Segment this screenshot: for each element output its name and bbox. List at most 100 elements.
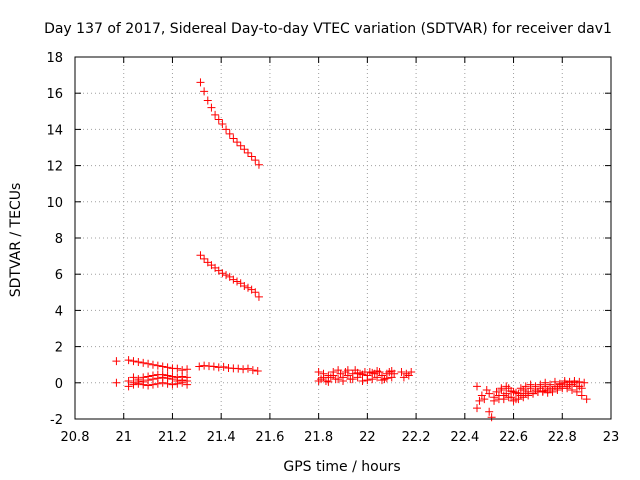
x-tick-label: 22 [359,430,376,445]
data-point [173,379,182,388]
data-point [485,389,494,398]
data-point [239,365,248,374]
data-point [546,380,555,389]
data-point [183,380,192,389]
data-point [577,391,586,400]
data-point [373,367,382,376]
data-point [129,380,138,389]
data-point [218,269,227,278]
data-point [229,275,238,284]
data-point [163,371,172,380]
y-tick-label: 2 [55,341,63,356]
data-point [200,254,209,263]
y-tick-label: 0 [55,377,63,392]
data-point [183,365,192,374]
data-point [158,370,167,379]
data-point [548,386,557,395]
data-point [563,384,572,393]
data-point [480,395,489,404]
data-point [178,378,187,387]
data-point [243,283,252,292]
data-point [195,362,204,371]
data-point [240,281,249,290]
data-point [348,375,357,384]
y-tick-label: 12 [46,160,63,175]
x-axis-label: GPS time / hours [283,459,400,475]
data-point [553,384,562,393]
data-point [487,413,496,422]
data-point [494,395,503,404]
data-point [124,356,133,365]
x-tick-label: 21.8 [304,430,333,445]
data-point [358,370,367,379]
data-point [324,377,333,386]
data-point [511,388,520,397]
data-point [397,367,406,376]
x-tick-label: 22.4 [450,430,479,445]
data-point [153,379,162,388]
data-point [550,377,559,386]
data-point [475,396,484,405]
data-point [319,373,328,382]
x-tick-label: 21.4 [207,430,236,445]
data-point [168,380,177,389]
x-tick-label: 22.8 [548,430,577,445]
data-point [129,357,138,366]
data-point [229,134,238,143]
data-point [148,380,157,389]
x-tick-label: 21.2 [158,430,187,445]
plot-frame [74,56,612,420]
data-point [134,357,143,366]
data-point [526,380,535,389]
data-point [173,364,182,373]
x-tick-label: 21 [115,430,132,445]
data-points [112,78,591,422]
data-point [533,387,542,396]
data-point [219,362,228,371]
data-point [577,384,586,393]
data-point [225,129,234,138]
data-point [507,386,516,395]
data-point [222,125,231,134]
data-point [334,375,343,384]
data-point [575,377,584,386]
data-point [363,376,372,385]
data-point [233,277,242,286]
data-point [514,395,523,404]
data-point [536,380,545,389]
data-point [240,145,249,154]
data-point [153,361,162,370]
data-point [253,367,262,376]
data-point [497,384,506,393]
data-point [570,376,579,385]
data-point [203,96,212,105]
data-point [112,357,121,366]
data-point [144,381,153,390]
y-tick-label: -2 [50,413,63,428]
data-point [538,386,547,395]
data-point [254,292,263,301]
data-point [582,395,591,404]
data-point [112,378,121,387]
data-point [183,373,192,382]
data-point [516,384,525,393]
data-point [499,391,508,400]
data-point [243,148,252,157]
data-point [531,382,540,391]
data-point [200,87,209,96]
axis-ticks: 20.8 21 21.2 21.4 21.6 21.8 22 22.2 22.4 22.6 22.8… [46,51,619,445]
x-tick-label: 22.6 [499,430,528,445]
data-point [509,396,518,405]
data-point [233,138,242,147]
data-point [209,362,218,371]
x-tick-label: 23 [603,430,620,445]
data-point [314,367,323,376]
data-point [541,378,550,387]
data-point [382,374,391,383]
data-point [139,373,148,382]
data-point [144,359,153,368]
y-tick-label: 8 [55,232,63,247]
data-point [339,376,347,385]
data-point [163,363,172,372]
